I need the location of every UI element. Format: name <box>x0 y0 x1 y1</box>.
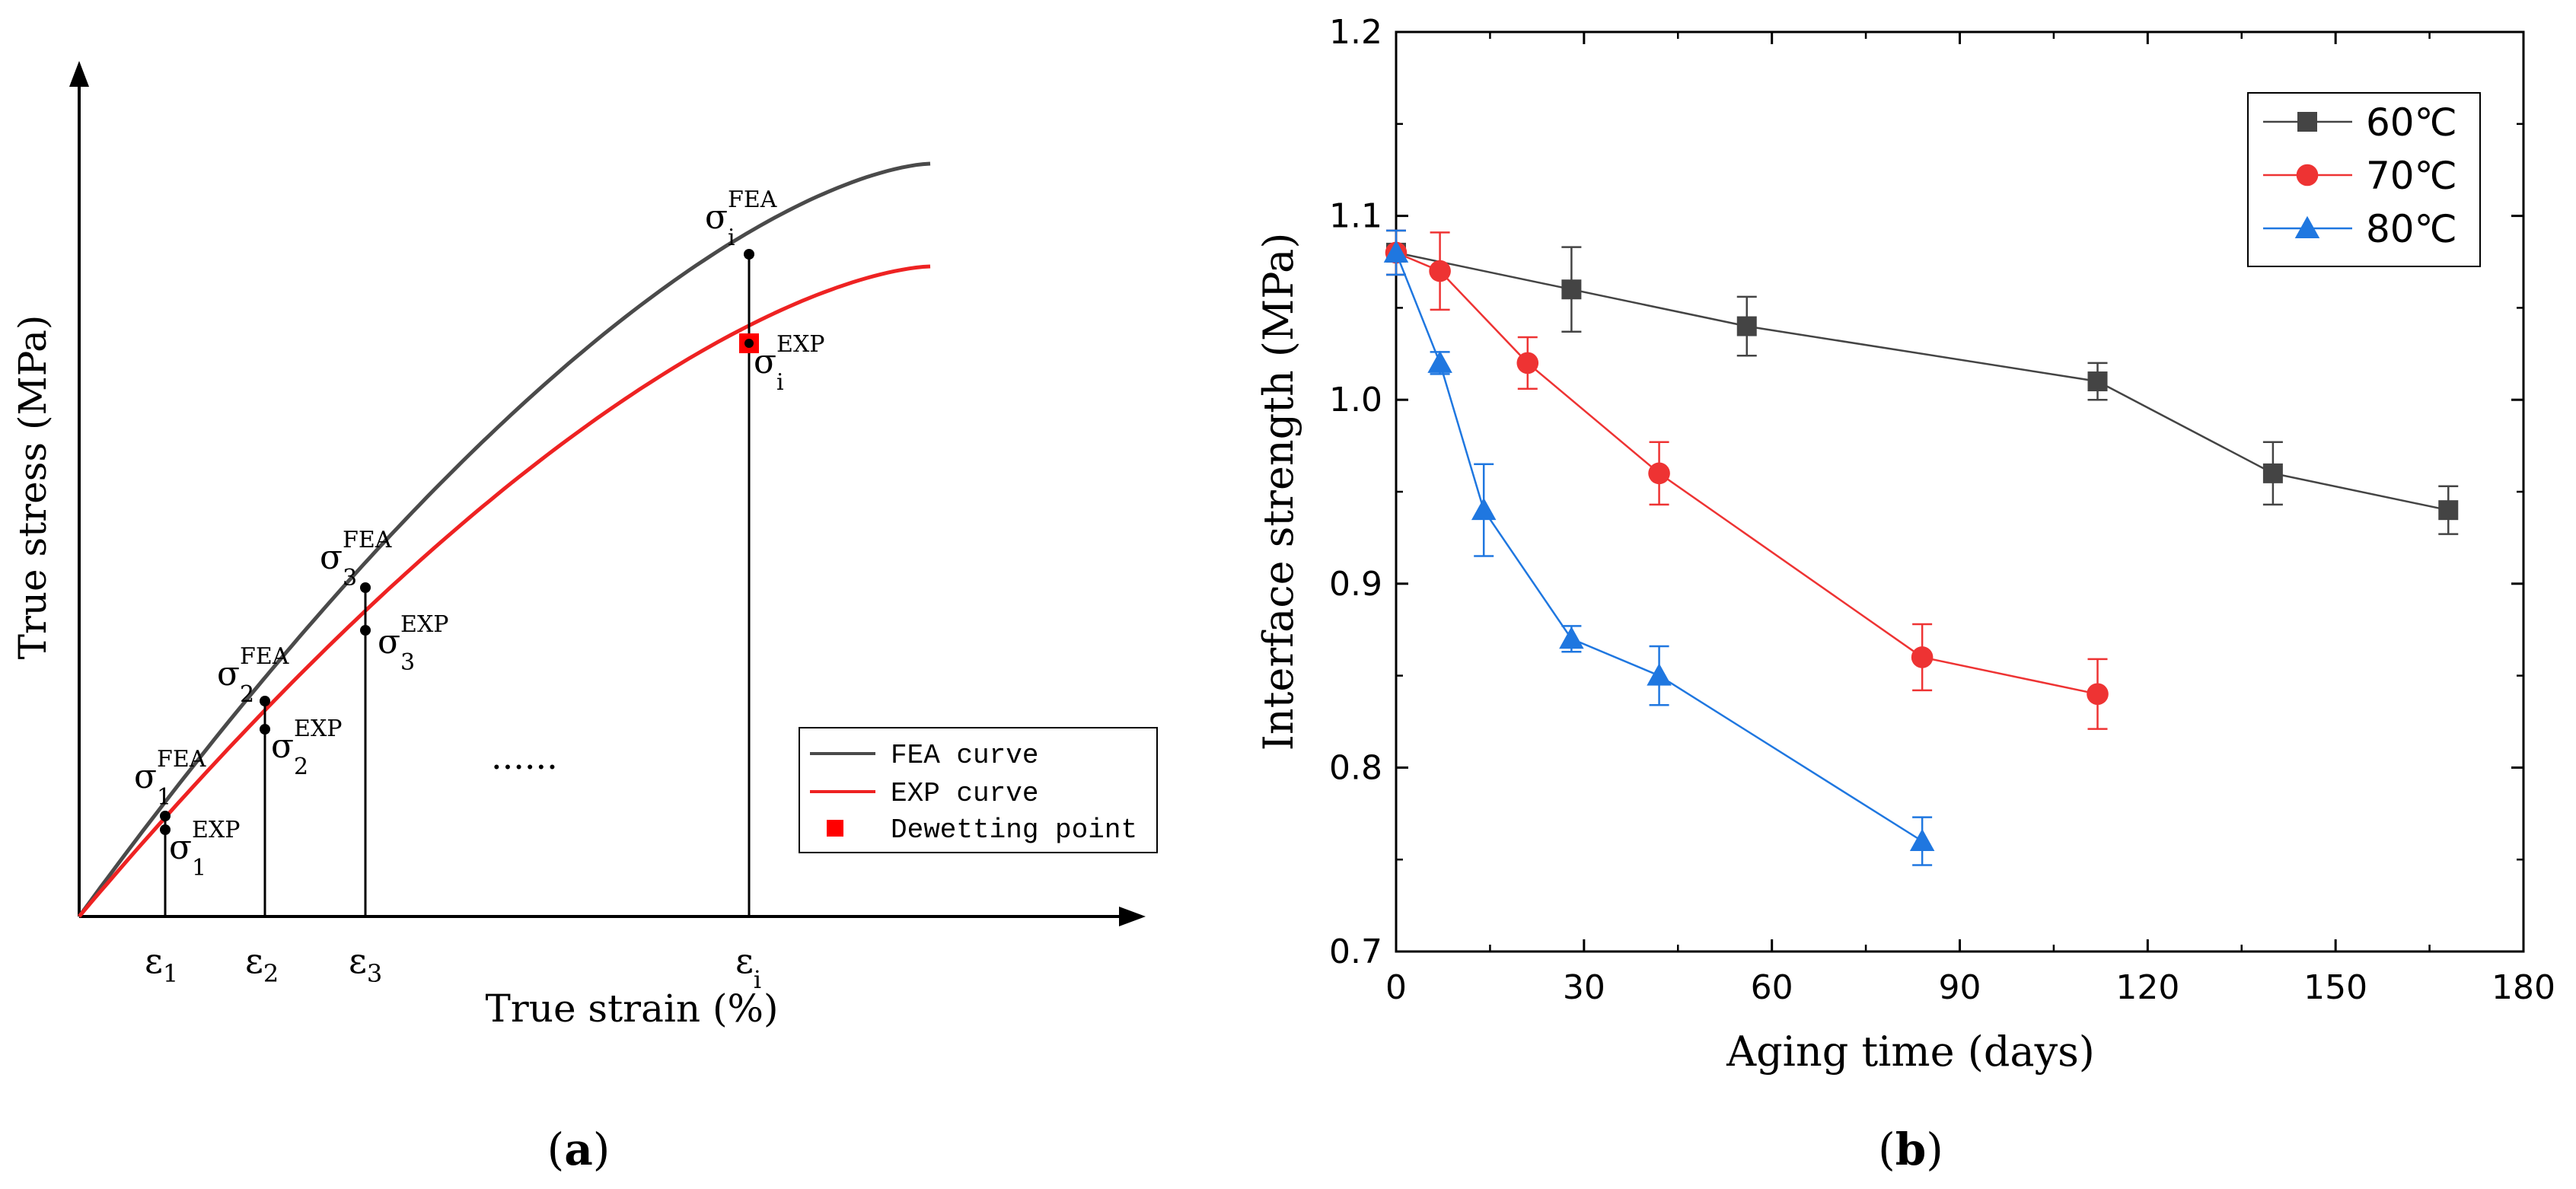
a-y-axis-label: True stress (MPa) <box>11 315 55 660</box>
b-data-point <box>1559 626 1584 649</box>
b-legend-label: 60℃ <box>2366 100 2457 145</box>
b-data-point <box>1911 646 1934 668</box>
b-legend: 60℃ 70℃ 80℃ <box>2247 92 2481 267</box>
b-data-point <box>1647 663 1672 686</box>
sigma2-fea-label: σFEA 2 <box>217 643 289 708</box>
b-series-line <box>1395 251 2449 512</box>
sigma3-fea-point <box>360 582 371 593</box>
b-x-tick-label: 150 <box>2303 968 2367 1007</box>
sigmai-exp-point <box>744 339 754 348</box>
b-x-tick-label: 90 <box>1939 968 1981 1007</box>
a-x-axis-label: True strain (%) <box>485 987 778 1031</box>
b-data-point <box>2262 463 2283 483</box>
b-x-tick-label: 180 <box>2492 968 2555 1007</box>
b-data-point <box>1736 316 1757 336</box>
b-data-point <box>2087 683 2109 706</box>
sigma3-fea-label: σFEA 3 <box>320 527 392 591</box>
epsilon1-label: ε1 <box>145 940 178 988</box>
b-data-point <box>2087 371 2108 392</box>
sigma1-fea-point <box>160 811 171 821</box>
caption-b: (b) <box>1878 1124 1943 1175</box>
b-legend-label: 70℃ <box>2366 154 2457 198</box>
b-series-line <box>1395 252 1923 843</box>
b-legend-marker <box>2294 215 2320 238</box>
ellipsis: ...... <box>491 736 558 777</box>
epsilon2-label: ε2 <box>245 940 279 988</box>
sigma1-exp-label: σEXP 1 <box>169 817 241 881</box>
b-data-point <box>1383 240 1409 263</box>
legend-exp-label: EXP curve <box>891 778 1038 809</box>
b-data-point <box>1909 828 1935 852</box>
sigmai-exp-label: σEXP i <box>754 331 825 396</box>
sigma2-exp-point <box>260 724 270 735</box>
a-y-axis-arrow <box>69 61 89 87</box>
b-series-0 <box>1386 229 2459 535</box>
sigma2-exp-label: σEXP 2 <box>271 716 343 780</box>
epsiloni-label: εi <box>735 940 761 994</box>
b-x-axis-label: Aging time (days) <box>1726 1028 2095 1076</box>
sigma1-fea-label: σFEA 1 <box>134 746 206 811</box>
a-x-axis-arrow <box>1119 907 1146 926</box>
b-y-tick-label: 1.1 <box>1329 197 1382 236</box>
sigma1-exp-point <box>160 824 171 835</box>
b-x-tick-label: 0 <box>1385 968 1407 1007</box>
b-data-point <box>1427 350 1452 373</box>
b-data-point <box>1561 279 1582 300</box>
b-data-point <box>1471 497 1497 521</box>
b-data-point <box>2438 500 2459 521</box>
legend-dewetting-label: Dewetting point <box>891 814 1137 846</box>
panel-a: σFEA 1 σEXP 1 σFEA 2 σEXP 2 σFEA 3 σEXP 3 σFEA… <box>11 61 1158 1175</box>
b-y-tick-label: 1.2 <box>1329 13 1382 52</box>
exp-curve <box>78 264 931 918</box>
b-data-point <box>1516 352 1539 375</box>
sigmai-fea-point <box>744 249 754 260</box>
b-ticks: 0 30 60 90 120 150 180 0.7 0.8 0.9 1.0 1.1 1.2 <box>1329 13 2555 1007</box>
b-y-tick-label: 1.0 <box>1329 381 1382 419</box>
sigma2-fea-point <box>260 696 270 706</box>
b-legend-label: 80℃ <box>2366 207 2457 251</box>
caption-a: (a) <box>547 1124 611 1175</box>
fea-curve <box>77 161 931 918</box>
sigmai-fea-label: σFEA i <box>705 186 777 251</box>
b-legend-marker <box>2296 164 2319 186</box>
b-x-tick-label: 30 <box>1563 968 1605 1007</box>
b-data-point <box>1648 462 1670 485</box>
epsilon3-label: ε3 <box>349 940 382 988</box>
b-y-axis-label: Interface strength (MPa) <box>1255 233 1302 751</box>
sigma3-exp-point <box>360 625 371 636</box>
panel-b: 0 30 60 90 120 150 180 0.7 0.8 0.9 1.0 1.1 1.2 Aging… <box>1255 13 2555 1175</box>
b-series <box>1383 229 2459 866</box>
b-series-2 <box>1383 229 1935 866</box>
a-legend: FEA curve EXP curve Dewetting point <box>799 727 1158 853</box>
b-x-tick-label: 60 <box>1751 968 1793 1007</box>
legend-fea-label: FEA curve <box>891 740 1038 771</box>
b-y-tick-label: 0.7 <box>1329 932 1382 971</box>
b-y-tick-label: 0.9 <box>1329 565 1382 604</box>
b-x-tick-label: 120 <box>2115 968 2179 1007</box>
sigma3-exp-label: σEXP 3 <box>378 611 449 676</box>
b-legend-marker <box>2297 112 2317 132</box>
b-y-tick-label: 0.8 <box>1329 748 1382 787</box>
b-data-point <box>1429 260 1451 282</box>
legend-dewetting-swatch <box>827 820 843 837</box>
